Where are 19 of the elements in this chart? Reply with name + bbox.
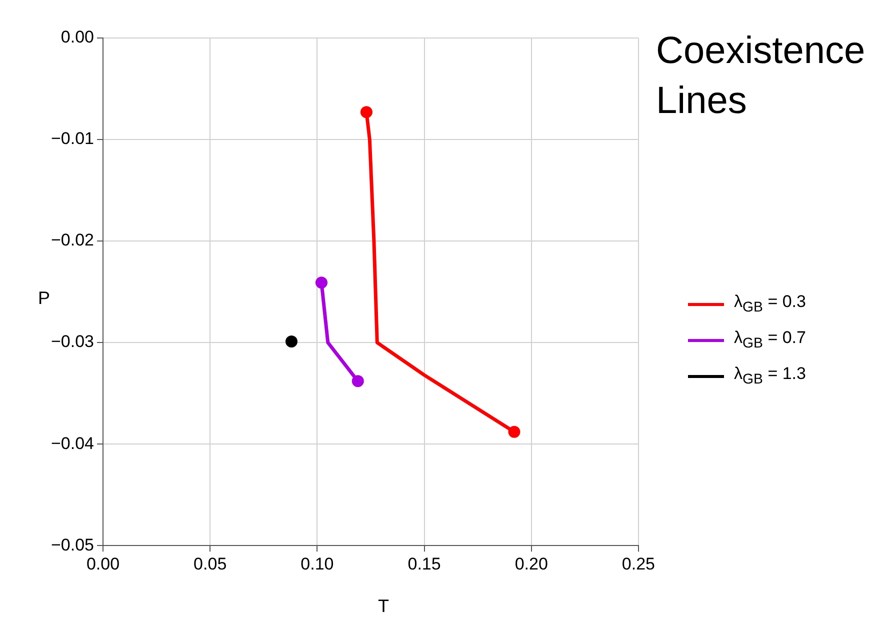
x-tick-label: 0.20 xyxy=(514,554,548,574)
legend-label: λ$_{GB}$ = 1.3 xyxy=(734,364,806,388)
x-axis-title: T xyxy=(378,596,389,617)
x-tick-label: 0.05 xyxy=(194,554,227,574)
y-tick-label: −0.03 xyxy=(51,332,94,352)
x-tick-label: 0.25 xyxy=(622,554,656,574)
x-tick-label: 0.15 xyxy=(408,554,441,574)
y-tick-label: 0.00 xyxy=(60,28,94,47)
y-tick-label: −0.04 xyxy=(51,434,94,453)
legend-label: λ$_{GB}$ = 0.3 xyxy=(734,292,806,316)
x-tick-label: 0.00 xyxy=(86,554,120,574)
legend-label: λ$_{GB}$ = 0.7 xyxy=(734,328,806,352)
x-tick-label: 0.10 xyxy=(300,554,334,574)
point xyxy=(285,336,298,348)
y-tick-label: −0.05 xyxy=(51,535,94,554)
text: Coexistence Lines xyxy=(656,29,866,124)
y-tick-label: −0.02 xyxy=(51,230,94,250)
y-tick-label: −0.01 xyxy=(51,129,94,148)
y-axis-title: P xyxy=(38,288,50,309)
